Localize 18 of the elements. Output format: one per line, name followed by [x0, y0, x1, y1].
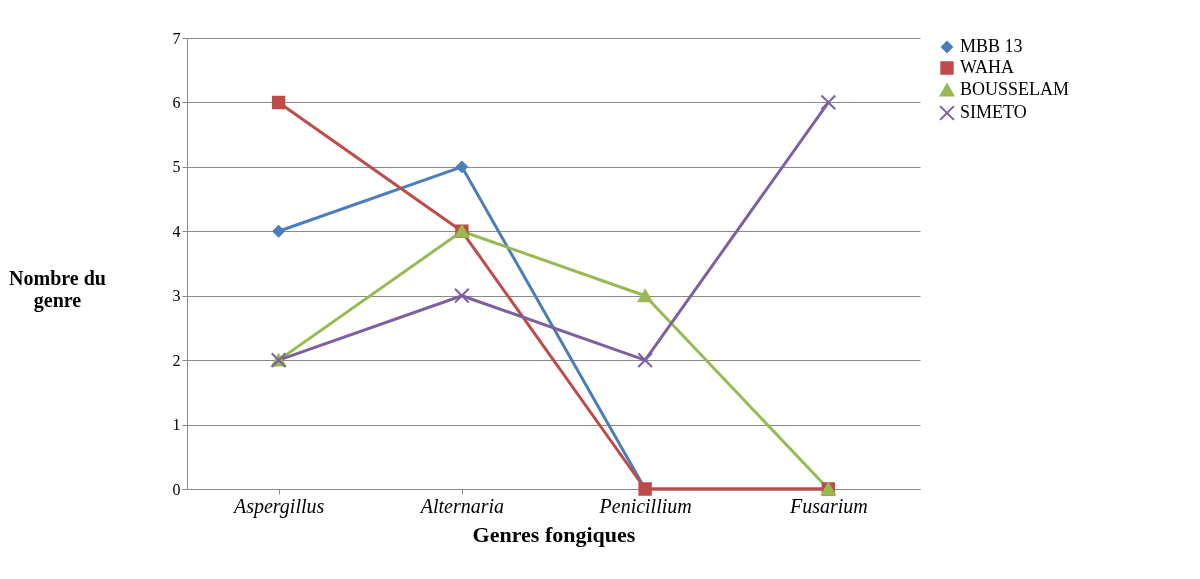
- y-tick-label: 3: [172, 287, 181, 305]
- legend-label: WAHA: [960, 57, 1014, 77]
- legend-label: BOUSSELAM: [960, 79, 1070, 99]
- y-tick-label: 0: [172, 480, 181, 498]
- x-tick-label: Alternaria: [418, 494, 505, 517]
- legend-label: SIMETO: [960, 102, 1027, 122]
- y-tick-label: 6: [172, 93, 181, 111]
- x-axis-title: Genres fongiques: [472, 521, 636, 547]
- y-tick-label: 5: [172, 158, 181, 176]
- y-tick-label: 2: [172, 351, 181, 369]
- legend-label: MBB 13: [960, 36, 1023, 56]
- x-tick-label: Fusarium: [788, 494, 868, 517]
- y-axis-title: Nombre du genre: [9, 266, 106, 312]
- x-tick-label: Penicillium: [598, 494, 692, 517]
- y-tick-label: 4: [172, 222, 181, 240]
- y-tick-label: 1: [172, 416, 181, 434]
- x-tick-label: Aspergillus: [231, 494, 325, 518]
- y-tick-label: 7: [172, 29, 181, 47]
